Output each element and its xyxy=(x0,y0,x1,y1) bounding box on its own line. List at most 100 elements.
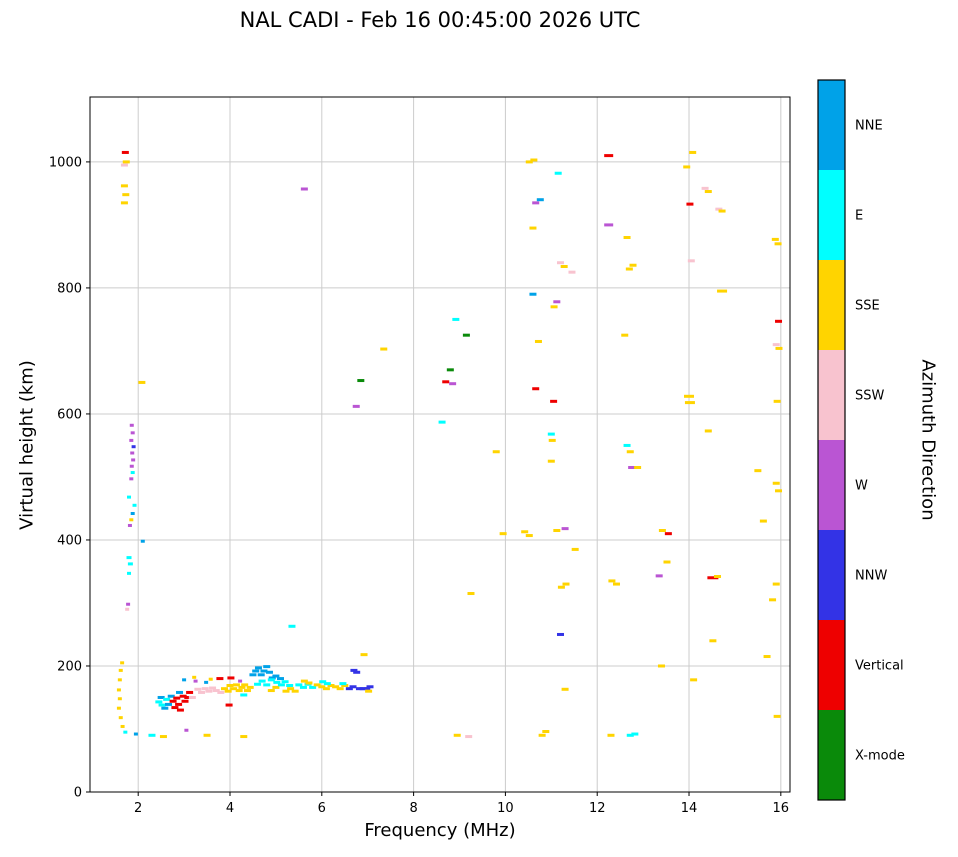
data-point xyxy=(707,576,719,580)
data-point xyxy=(554,171,562,175)
data-point xyxy=(123,730,128,734)
colorbar-segment-x-mode xyxy=(818,710,845,801)
data-point xyxy=(116,706,121,710)
data-point xyxy=(625,267,633,271)
data-point xyxy=(556,632,564,636)
data-point xyxy=(763,655,771,659)
data-point xyxy=(547,459,555,463)
data-point xyxy=(318,685,326,689)
data-point xyxy=(277,683,285,687)
data-point xyxy=(525,534,533,538)
data-point xyxy=(534,339,542,343)
data-point xyxy=(626,450,634,454)
data-point xyxy=(201,687,209,691)
data-point xyxy=(532,387,540,391)
colorbar-segment-label: SSW xyxy=(855,389,885,404)
data-point xyxy=(754,469,762,473)
data-point xyxy=(205,689,213,693)
data-point xyxy=(689,150,697,154)
colorbar-segment-label: E xyxy=(855,209,863,224)
x-tick-label: 8 xyxy=(409,801,417,816)
data-point xyxy=(276,677,284,681)
data-point xyxy=(499,532,507,536)
colorbar-segment-nne xyxy=(818,80,845,171)
colorbar-segment-ssw xyxy=(818,350,845,441)
data-point xyxy=(129,477,134,481)
data-point xyxy=(286,684,294,688)
data-point xyxy=(655,574,663,578)
data-point xyxy=(130,511,135,515)
data-point xyxy=(138,380,146,384)
data-point xyxy=(232,683,240,687)
data-point xyxy=(663,560,671,564)
data-point xyxy=(148,733,156,737)
data-point xyxy=(188,695,196,699)
data-point xyxy=(769,598,777,602)
data-point xyxy=(360,653,368,657)
data-point xyxy=(704,429,712,433)
data-point xyxy=(718,209,726,213)
data-point xyxy=(127,571,132,575)
data-point xyxy=(238,679,243,683)
data-point xyxy=(529,226,537,230)
data-point xyxy=(257,673,265,677)
data-point xyxy=(120,661,125,665)
data-point xyxy=(117,697,122,701)
data-point xyxy=(220,687,228,691)
x-tick-label: 2 xyxy=(134,801,142,816)
data-point xyxy=(126,556,132,560)
colorbar-segment-nnw xyxy=(818,530,845,621)
colorbar-segment-vertical xyxy=(818,620,845,711)
data-point xyxy=(690,678,698,682)
data-point xyxy=(536,198,544,202)
data-point xyxy=(288,624,296,628)
data-point xyxy=(709,639,717,643)
data-point xyxy=(240,693,248,697)
data-point xyxy=(129,518,134,522)
data-point xyxy=(159,735,167,739)
data-point xyxy=(268,676,276,680)
data-point xyxy=(631,732,639,736)
data-point xyxy=(562,582,570,586)
data-point xyxy=(238,685,246,689)
x-tick-label: 14 xyxy=(681,801,698,816)
data-point xyxy=(521,530,529,534)
data-point xyxy=(561,527,569,531)
data-point xyxy=(634,465,642,469)
data-point xyxy=(438,420,446,424)
colorbar-segment-label: X-mode xyxy=(855,749,905,764)
data-point xyxy=(775,489,783,493)
data-point xyxy=(130,451,135,455)
data-point xyxy=(621,333,629,337)
data-point xyxy=(126,602,131,606)
data-point xyxy=(209,686,217,690)
data-point xyxy=(258,679,266,683)
data-point xyxy=(775,346,783,350)
data-point xyxy=(336,687,344,691)
data-point xyxy=(339,682,347,686)
data-point xyxy=(366,685,374,689)
data-point xyxy=(169,699,177,703)
data-point xyxy=(359,687,367,691)
data-point xyxy=(465,735,473,739)
data-point xyxy=(204,680,209,684)
data-point xyxy=(773,399,781,403)
data-point xyxy=(295,683,303,687)
data-point xyxy=(127,523,132,527)
data-point xyxy=(773,714,781,718)
plot-frame xyxy=(89,96,791,793)
data-point xyxy=(130,431,135,435)
data-point xyxy=(380,347,388,351)
data-point xyxy=(129,464,134,468)
data-point xyxy=(300,679,308,683)
data-point xyxy=(263,683,271,687)
data-point xyxy=(607,733,615,737)
data-point xyxy=(155,700,163,704)
data-point xyxy=(538,733,546,737)
data-point xyxy=(129,438,134,442)
data-point xyxy=(249,673,257,677)
data-point xyxy=(561,687,569,691)
data-point xyxy=(442,380,450,384)
data-point xyxy=(235,689,243,693)
